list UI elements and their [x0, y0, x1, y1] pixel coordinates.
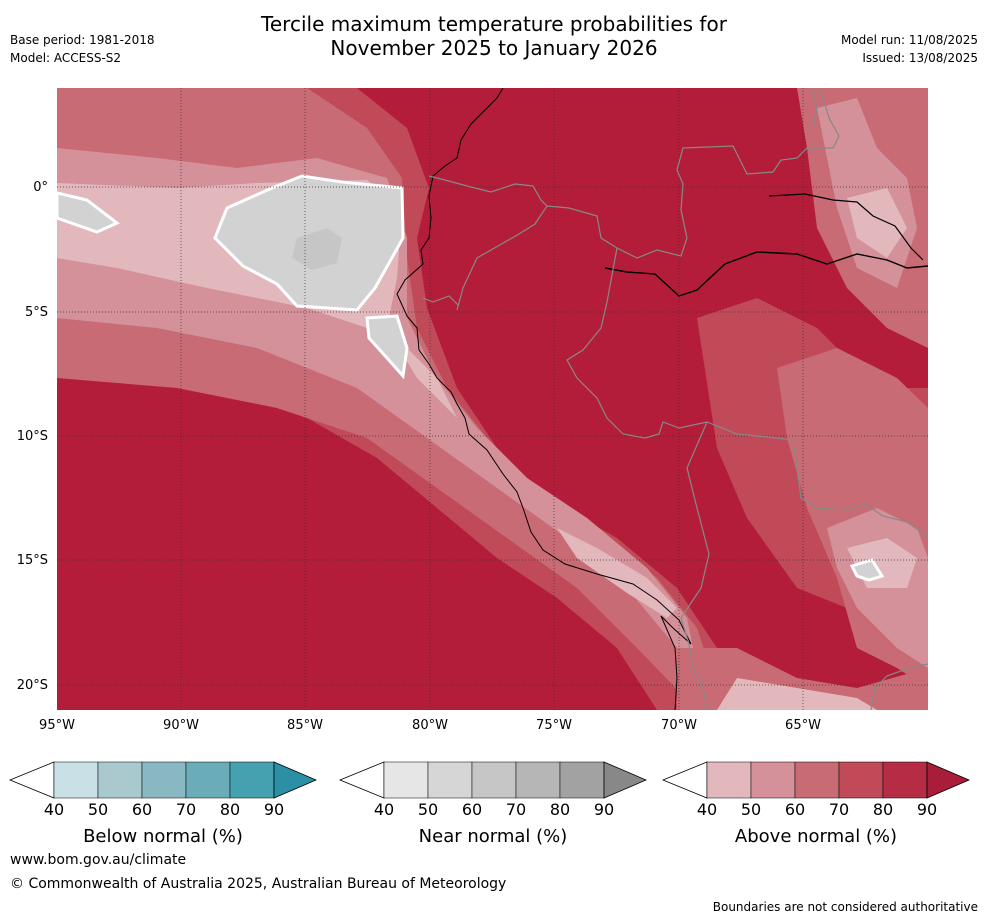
lat-label: 15°S: [16, 553, 48, 568]
colorbar-segment: [229, 761, 275, 799]
colorbar-tick: 50: [417, 800, 439, 819]
colorbar-below-normal: [8, 761, 318, 799]
southern-band-50: [717, 678, 877, 710]
northeast-band-50: [847, 188, 907, 258]
colorbar-tick: 60: [461, 800, 483, 819]
colorbar-segment: [383, 761, 429, 799]
lon-label: 85°W: [287, 718, 323, 733]
lat-label: 10°S: [16, 429, 48, 444]
colorbar-tick: 90: [916, 800, 938, 819]
colorbar-tick: 40: [43, 800, 65, 819]
colorbar-segment: [427, 761, 473, 799]
colorbar-tick: 60: [784, 800, 806, 819]
colorbar-segment: [97, 761, 143, 799]
lat-label: 5°S: [24, 305, 48, 320]
colorbar-segment: [53, 761, 99, 799]
country-borders: [422, 88, 928, 710]
northern-river: [768, 193, 924, 261]
near-normal-contour-0: [213, 174, 405, 312]
colorbar-segment: [838, 761, 884, 799]
near-normal-coastal: [367, 316, 407, 376]
colorbar-tick: 90: [593, 800, 615, 819]
lon-label: 65°W: [785, 718, 821, 733]
colorbar-segment: [559, 761, 605, 799]
colorbar-lower-arrow: [8, 761, 55, 799]
map-title-line1: Tercile maximum temperature probabilitie…: [261, 12, 727, 36]
colorbar-tick: 50: [87, 800, 109, 819]
probability-map: [57, 88, 928, 710]
southern-border: [870, 663, 928, 710]
website-link[interactable]: www.bom.gov.au/climate: [10, 852, 187, 868]
above-normal-label: Above normal (%): [734, 826, 898, 847]
below-normal-label: Below normal (%): [83, 826, 243, 847]
colorbar-segment: [750, 761, 796, 799]
colorbar-upper-arrow: [926, 761, 971, 799]
copyright-text: © Commonwealth of Australia 2025, Austra…: [10, 876, 507, 892]
colorbar-tick: 40: [373, 800, 395, 819]
coastline: [396, 88, 692, 710]
lat-label: 0°: [33, 180, 48, 195]
colorbar-segment: [794, 761, 840, 799]
lon-label: 95°W: [39, 718, 75, 733]
colorbar-lower-arrow: [338, 761, 385, 799]
colorbar-tick: 80: [872, 800, 894, 819]
map-title: Tercile maximum temperature probabilitie…: [0, 12, 988, 60]
near-normal-contour-1: [57, 191, 120, 234]
colorbar-above-normal: [661, 761, 971, 799]
colorbar-tick: 70: [175, 800, 197, 819]
map-title-line2: November 2025 to January 2026: [330, 36, 658, 60]
colorbar-tick: 80: [219, 800, 241, 819]
colorbar-segment: [515, 761, 561, 799]
colorbar-tick: 80: [549, 800, 571, 819]
colorbar-tick: 40: [696, 800, 718, 819]
coastal-strip-50: [557, 528, 677, 618]
colorbar-tick: 90: [263, 800, 285, 819]
colorbar-lower-arrow: [661, 761, 708, 799]
map-gridlines: [57, 88, 928, 710]
lon-label: 70°W: [661, 718, 697, 733]
colorbar-tick: 70: [505, 800, 527, 819]
colorbar-tick: 50: [740, 800, 762, 819]
colorbar-segment: [141, 761, 187, 799]
colorbar-near-normal: [338, 761, 648, 799]
colorbar-upper-arrow: [273, 761, 318, 799]
lat-label: 20°S: [16, 678, 48, 693]
boundary-disclaimer: Boundaries are not considered authoritat…: [712, 900, 978, 914]
near-normal-core: [292, 228, 342, 270]
colorbar-tick: 60: [131, 800, 153, 819]
near-normal-label: Near normal (%): [418, 826, 568, 847]
model-run: Model run: 11/08/2025: [840, 33, 978, 47]
colorbar-upper-arrow: [603, 761, 648, 799]
base-period: Base period: 1981-2018: [10, 33, 155, 47]
colorbar-segment: [185, 761, 231, 799]
colorbar-tick: 70: [828, 800, 850, 819]
colorbar-segment: [706, 761, 752, 799]
lon-label: 80°W: [412, 718, 448, 733]
lon-label: 90°W: [163, 718, 199, 733]
near-normal-contour-2: [365, 314, 409, 380]
colorbar-segment: [471, 761, 517, 799]
lon-label: 75°W: [536, 718, 572, 733]
near-normal-contour-3: [849, 558, 885, 582]
model-name: Model: ACCESS-S2: [10, 51, 122, 65]
issued-date: Issued: 13/08/2025: [862, 51, 978, 65]
amazon-river: [604, 251, 928, 297]
colorbar-segment: [882, 761, 928, 799]
